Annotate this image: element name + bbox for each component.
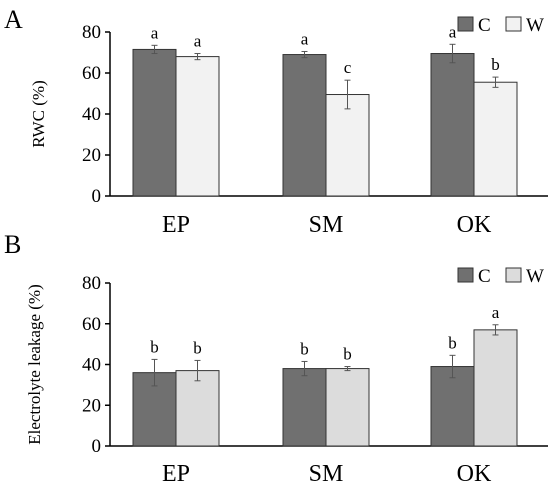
significance-letter: a bbox=[194, 32, 202, 51]
bar-c-ep bbox=[132, 48, 177, 197]
y-tick-label: 40 bbox=[82, 104, 101, 125]
legend-swatch-c bbox=[457, 267, 474, 283]
y-tick-label: 0 bbox=[92, 436, 102, 457]
significance-letter: b bbox=[300, 339, 309, 358]
panel-letter: A bbox=[4, 5, 23, 34]
bar-w-sm bbox=[325, 368, 370, 447]
y-axis-label: RWC (%) bbox=[29, 80, 48, 148]
y-tick-label: 60 bbox=[82, 63, 101, 84]
legend-swatch-c bbox=[457, 16, 474, 32]
significance-letter: a bbox=[151, 23, 159, 42]
legend-label-c: C bbox=[478, 266, 491, 287]
legend-label-w: W bbox=[526, 266, 544, 287]
y-tick-label: 40 bbox=[82, 355, 101, 376]
category-label: SM bbox=[309, 212, 344, 238]
panel-letter: B bbox=[4, 230, 21, 259]
bar-w-sm bbox=[325, 94, 370, 197]
y-tick-label: 60 bbox=[82, 314, 101, 335]
category-label: EP bbox=[162, 461, 190, 487]
y-axis-label: Electrolyte leakage (%) bbox=[25, 284, 44, 444]
significance-letter: b bbox=[491, 55, 500, 74]
bar-c-sm bbox=[282, 54, 327, 197]
legend-label-c: C bbox=[478, 15, 491, 36]
bar-c-sm bbox=[282, 368, 327, 447]
category-label: EP bbox=[162, 212, 190, 238]
bar-w-ok bbox=[473, 329, 518, 447]
category-label: OK bbox=[457, 212, 492, 238]
y-tick-label: 80 bbox=[82, 22, 101, 43]
significance-letter: b bbox=[448, 333, 457, 352]
bar-w-ep bbox=[175, 56, 220, 197]
bar-c-ok bbox=[430, 366, 475, 447]
bar-w-ep bbox=[175, 370, 220, 447]
y-tick-label: 20 bbox=[82, 395, 101, 416]
y-tick-label: 20 bbox=[82, 145, 101, 166]
significance-letter: b bbox=[343, 345, 352, 364]
significance-letter: a bbox=[492, 303, 500, 322]
significance-letter: b bbox=[150, 337, 159, 356]
legend-swatch-w bbox=[505, 16, 522, 32]
significance-letter: a bbox=[449, 22, 457, 41]
legend-swatch-w bbox=[505, 267, 522, 283]
bar-c-ok bbox=[430, 53, 475, 197]
legend-label-w: W bbox=[526, 15, 544, 36]
y-tick-label: 80 bbox=[82, 273, 101, 294]
y-tick-label: 0 bbox=[92, 186, 102, 207]
significance-letter: c bbox=[344, 58, 352, 77]
panel-b: B 0 20 40 60 80 Electrolyte leakage (%) b b EP b b S… bbox=[4, 230, 548, 487]
bar-w-ok bbox=[473, 81, 518, 197]
significance-letter: a bbox=[301, 29, 309, 48]
significance-letter: b bbox=[193, 338, 202, 357]
category-label: OK bbox=[457, 461, 492, 487]
panel-a: A 0 20 40 60 80 RWC (%) a a EP a c SM a b OK C W bbox=[4, 5, 548, 238]
category-label: SM bbox=[309, 461, 344, 487]
